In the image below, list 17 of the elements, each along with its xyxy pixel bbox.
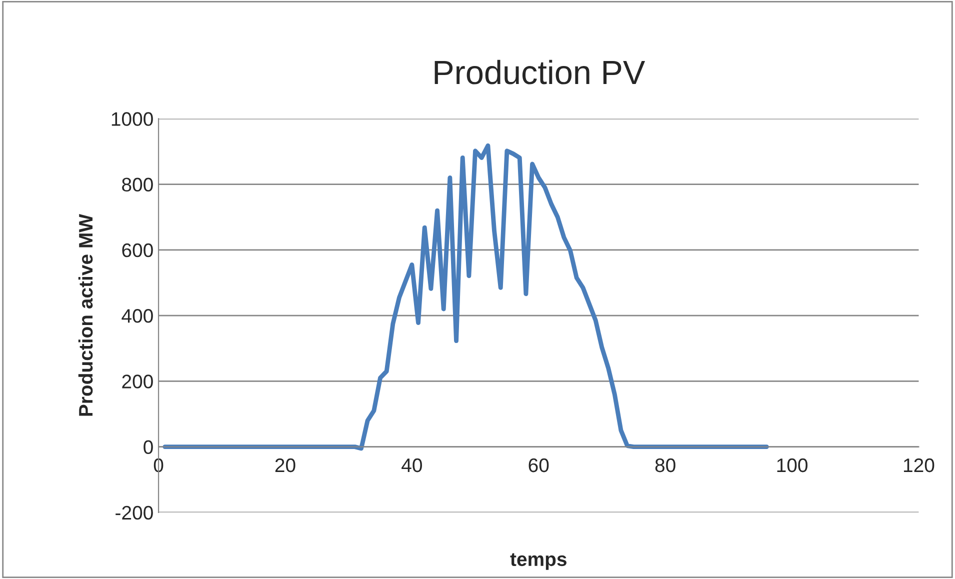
chart-title: Production PV bbox=[434, 60, 646, 84]
y-tick-label: 600 bbox=[122, 243, 153, 258]
y-tick-label: 1000 bbox=[112, 112, 153, 126]
y-axis-title: Production active MW bbox=[78, 214, 93, 416]
x-tick-label: 80 bbox=[655, 458, 676, 472]
line-series bbox=[162, 143, 769, 451]
y-tick-label: 800 bbox=[122, 178, 153, 192]
x-tick-label: 40 bbox=[402, 458, 422, 472]
x-tick-label: 20 bbox=[275, 458, 296, 472]
x-tick-label: 60 bbox=[528, 458, 549, 472]
x-tick-label: 120 bbox=[904, 458, 934, 472]
y-tick-label: 400 bbox=[122, 309, 153, 323]
y-tick-label: 0 bbox=[144, 440, 153, 454]
y-tick-label: 200 bbox=[122, 374, 153, 388]
x-tick-label: 100 bbox=[777, 458, 808, 472]
y-tick-label: -200 bbox=[116, 506, 153, 520]
x-axis-title: temps bbox=[510, 553, 566, 570]
